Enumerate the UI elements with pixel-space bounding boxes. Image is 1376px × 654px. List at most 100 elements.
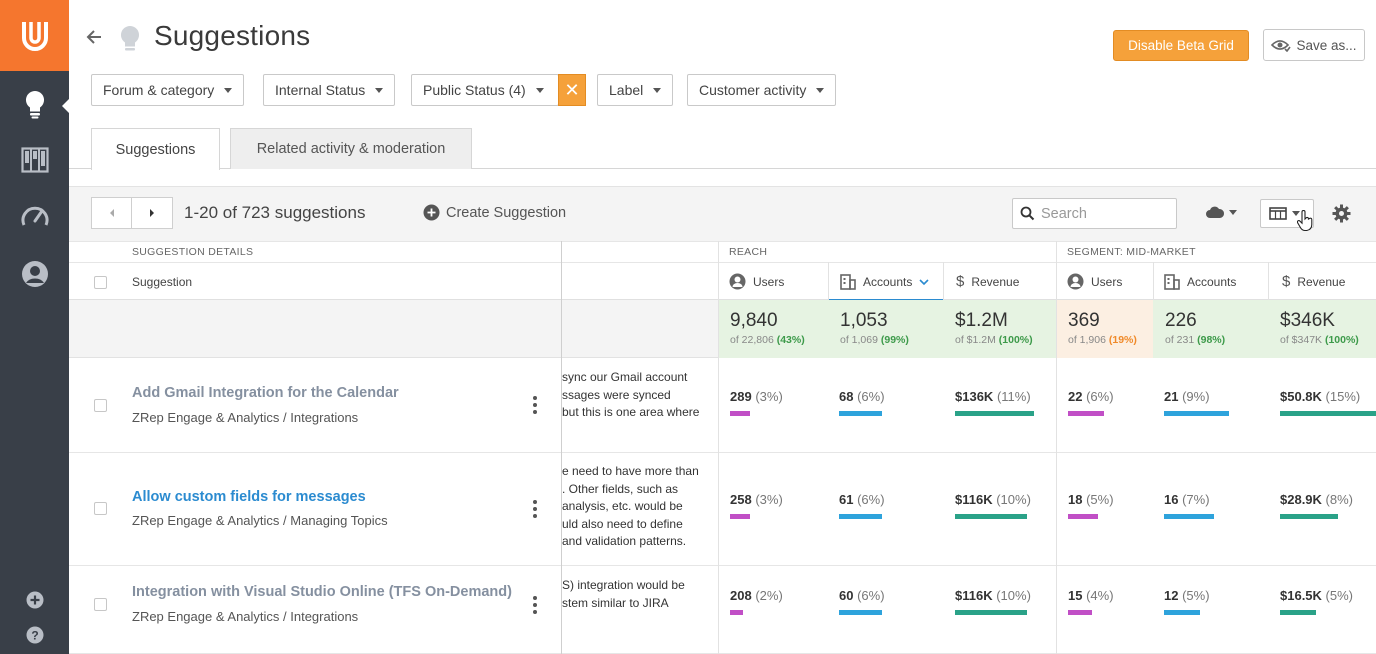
clear-filter-button[interactable]: ✕ [558, 74, 586, 106]
col-segment-accounts[interactable]: Accounts [1164, 263, 1236, 300]
column-group-row: SUGGESTION DETAILS REACH SEGMENT: MID-MA… [69, 241, 1376, 262]
sort-desc-icon [919, 278, 929, 285]
create-suggestion-button[interactable]: Create Suggestion [423, 204, 566, 221]
metric-bar [1280, 610, 1316, 615]
columns-icon [1269, 207, 1287, 220]
plus-circle-icon [26, 591, 43, 609]
table-row[interactable] [69, 453, 1376, 566]
back-button[interactable] [86, 27, 104, 47]
row-checkbox[interactable] [94, 399, 107, 412]
col-reach-users[interactable]: Users [729, 263, 784, 300]
search-placeholder: Search [1041, 205, 1087, 222]
metric-value: 15 (4%) [1068, 588, 1114, 603]
filter-label: Customer activity [699, 82, 807, 98]
col-suggestion[interactable]: Suggestion [132, 274, 193, 289]
logo-icon [21, 21, 48, 51]
column-divider [1153, 262, 1154, 300]
col-label: Users [1091, 274, 1123, 289]
sidebar-item-roadmap[interactable] [0, 140, 69, 180]
metric-value: $16.5K (5%) [1280, 588, 1353, 603]
filter-customer-activity[interactable]: Customer activity [687, 74, 837, 106]
col-segment-revenue[interactable]: $ Revenue [1282, 263, 1345, 300]
total-segment-accounts: 226 of 231 (98%) [1165, 310, 1226, 346]
metric-value: $116K (10%) [955, 588, 1031, 603]
sidebar-item-users[interactable] [0, 254, 69, 294]
suggestion-title-link[interactable]: Allow custom fields for messages [132, 489, 366, 505]
chevron-down-icon [535, 87, 544, 93]
row-menu-icon[interactable] [533, 396, 537, 417]
metric-bar [1280, 411, 1376, 416]
filter-internal-status[interactable]: Internal Status [263, 74, 396, 106]
next-page-button[interactable] [131, 197, 173, 229]
grid-settings-button[interactable] [1332, 204, 1351, 228]
suggestion-title-link[interactable]: Integration with Visual Studio Online (T… [132, 584, 512, 600]
caret-right-icon [150, 209, 154, 217]
gear-icon [1332, 204, 1351, 223]
create-suggestion-label: Create Suggestion [446, 204, 567, 221]
col-segment-users[interactable]: Users [1067, 263, 1122, 300]
board-icon [20, 147, 49, 173]
chevron-down-icon [1229, 209, 1237, 215]
metric-bar [1280, 514, 1338, 519]
total-segment-users: 369 of 1,906 (19%) [1068, 310, 1137, 346]
sidebar-help-button[interactable]: ? [0, 615, 69, 654]
app-logo[interactable] [0, 0, 69, 71]
frozen-column-divider [561, 241, 562, 654]
filter-label: Public Status (4) [423, 82, 526, 98]
table-row[interactable] [69, 566, 1376, 654]
sidebar: ? [0, 0, 69, 654]
metric-bar [1068, 514, 1098, 519]
column-divider [828, 262, 829, 300]
tabs-divider [69, 168, 1376, 169]
export-dropdown[interactable] [1205, 205, 1237, 219]
filter-public-status[interactable]: Public Status (4) [411, 74, 559, 106]
user-icon [1067, 273, 1084, 290]
sidebar-item-analytics[interactable] [0, 196, 69, 236]
segment-totals-bg [1153, 300, 1376, 358]
metric-bar [839, 610, 882, 615]
tab-related-activity[interactable]: Related activity & moderation [230, 128, 472, 169]
prev-page-button[interactable] [91, 197, 132, 229]
caret-left-icon [109, 209, 114, 217]
search-input[interactable]: Search [1012, 198, 1177, 229]
filter-label[interactable]: Label [597, 74, 674, 106]
chevron-down-icon [653, 87, 662, 93]
group-suggestion-details: SUGGESTION DETAILS [132, 246, 254, 258]
sidebar-add-button[interactable] [0, 580, 69, 620]
filter-label-text: Label [609, 82, 644, 98]
save-as-button[interactable]: Save as... [1263, 29, 1365, 61]
col-reach-accounts[interactable]: Accounts [840, 263, 929, 300]
save-as-label: Save as... [1296, 37, 1357, 53]
metric-value: 22 (6%) [1068, 389, 1114, 404]
total-reach-revenue: $1.2M of $1.2M (100%) [955, 310, 1033, 346]
segment-users-total-bg [1056, 300, 1153, 358]
dollar-icon: $ [956, 273, 965, 290]
column-divider [718, 241, 719, 654]
total-segment-revenue: $346K of $347K (100%) [1280, 310, 1359, 346]
metric-bar [839, 411, 882, 416]
disable-beta-grid-button[interactable]: Disable Beta Grid [1113, 30, 1249, 61]
filter-forum-category[interactable]: Forum & category [91, 74, 245, 106]
arrow-left-icon [86, 30, 101, 44]
metric-bar [955, 514, 1027, 519]
row-menu-icon[interactable] [533, 500, 537, 521]
filter-label: Internal Status [275, 82, 366, 98]
column-divider [943, 262, 944, 300]
row-checkbox[interactable] [94, 598, 107, 611]
tab-suggestions[interactable]: Suggestions [91, 128, 220, 170]
col-label: Accounts [863, 274, 913, 289]
chevron-down-icon [816, 87, 825, 93]
metric-bar [955, 411, 1034, 416]
suggestion-category: ZRep Engage & Analytics / Integrations [132, 410, 359, 425]
suggestion-title-link[interactable]: Add Gmail Integration for the Calendar [132, 385, 399, 401]
col-label: Accounts [1187, 274, 1237, 289]
sidebar-item-ideas[interactable] [0, 84, 69, 124]
row-menu-icon[interactable] [533, 596, 537, 617]
suggestion-description: S) integration would be stem similar to J… [562, 578, 685, 610]
select-all-checkbox[interactable] [94, 276, 107, 289]
chevron-down-icon [1292, 211, 1300, 216]
table-row[interactable] [69, 358, 1376, 453]
col-reach-revenue[interactable]: $ Revenue [956, 263, 1019, 300]
building-icon [840, 273, 856, 290]
row-checkbox[interactable] [94, 502, 107, 515]
